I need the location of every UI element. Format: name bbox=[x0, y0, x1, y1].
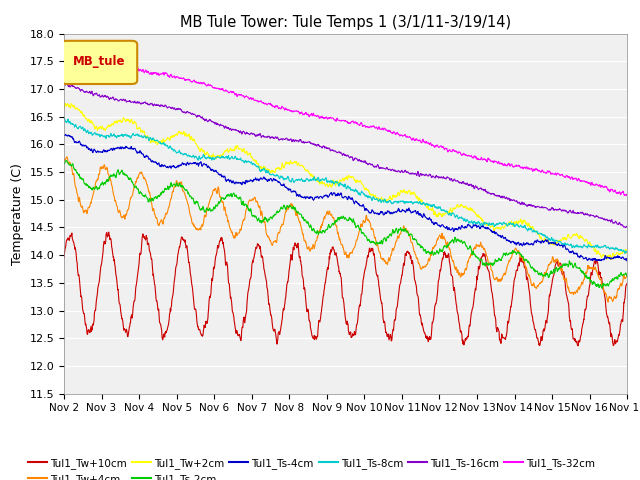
Line: Tul1_Ts-16cm: Tul1_Ts-16cm bbox=[64, 82, 627, 228]
Tul1_Ts-16cm bbox=[381, 166, 388, 171]
Tul1_Tw+2cm bbox=[321, 182, 329, 188]
Tul1_Tw+4cm bbox=[127, 195, 134, 201]
Tul1_Tw+10cm bbox=[60, 255, 68, 261]
Tul1_Tw+10cm bbox=[321, 280, 329, 286]
Tul1_Tw+2cm bbox=[623, 251, 631, 257]
Tul1_Ts-32cm bbox=[321, 115, 328, 120]
Tul1_Ts-4cm bbox=[311, 194, 319, 200]
Tul1_Tw+10cm bbox=[300, 277, 307, 283]
Tul1_Ts-2cm bbox=[623, 273, 631, 279]
Line: Tul1_Tw+4cm: Tul1_Tw+4cm bbox=[64, 157, 627, 302]
Tul1_Ts-4cm bbox=[300, 194, 307, 200]
Tul1_Ts-2cm bbox=[381, 235, 388, 240]
Tul1_Tw+10cm bbox=[623, 280, 631, 286]
Tul1_Tw+10cm bbox=[574, 343, 582, 349]
Line: Tul1_Ts-2cm: Tul1_Ts-2cm bbox=[64, 161, 627, 288]
Tul1_Tw+4cm bbox=[300, 233, 307, 239]
Tul1_Ts-16cm bbox=[104, 94, 111, 99]
Tul1_Ts-8cm bbox=[60, 115, 68, 120]
Legend: Tul1_Tw+10cm, Tul1_Tw+4cm, Tul1_Tw+2cm, Tul1_Ts-2cm, Tul1_Ts-4cm, Tul1_Ts-8cm, T: Tul1_Tw+10cm, Tul1_Tw+4cm, Tul1_Tw+2cm, … bbox=[24, 454, 600, 480]
FancyBboxPatch shape bbox=[61, 41, 137, 84]
Tul1_Ts-2cm bbox=[63, 158, 70, 164]
Tul1_Ts-8cm bbox=[311, 176, 319, 181]
Tul1_Ts-2cm bbox=[321, 228, 329, 234]
Tul1_Ts-4cm bbox=[61, 132, 69, 137]
Tul1_Ts-4cm bbox=[623, 258, 631, 264]
Tul1_Ts-32cm bbox=[623, 193, 631, 199]
Tul1_Ts-8cm bbox=[299, 177, 307, 183]
Tul1_Ts-2cm bbox=[311, 229, 319, 235]
Tul1_Tw+2cm bbox=[300, 164, 307, 170]
Tul1_Tw+4cm bbox=[604, 299, 612, 305]
Tul1_Ts-8cm bbox=[623, 250, 631, 255]
Line: Tul1_Tw+10cm: Tul1_Tw+10cm bbox=[64, 232, 627, 346]
Tul1_Tw+4cm bbox=[63, 154, 71, 160]
Tul1_Tw+4cm bbox=[321, 214, 329, 219]
Tul1_Tw+10cm bbox=[127, 314, 134, 320]
Tul1_Ts-16cm bbox=[127, 99, 134, 105]
Tul1_Ts-4cm bbox=[381, 210, 388, 216]
Line: Tul1_Ts-4cm: Tul1_Ts-4cm bbox=[64, 134, 627, 261]
Title: MB Tule Tower: Tule Temps 1 (3/1/11-3/19/14): MB Tule Tower: Tule Temps 1 (3/1/11-3/19… bbox=[180, 15, 511, 30]
Line: Tul1_Ts-8cm: Tul1_Ts-8cm bbox=[64, 118, 627, 253]
Tul1_Ts-8cm bbox=[621, 251, 629, 256]
Tul1_Tw+2cm bbox=[127, 117, 134, 123]
Tul1_Ts-32cm bbox=[381, 125, 388, 131]
Line: Tul1_Tw+2cm: Tul1_Tw+2cm bbox=[64, 103, 627, 260]
Tul1_Tw+4cm bbox=[104, 171, 112, 177]
Tul1_Ts-8cm bbox=[104, 132, 111, 138]
Tul1_Tw+2cm bbox=[381, 198, 388, 204]
Tul1_Ts-4cm bbox=[104, 147, 112, 153]
Tul1_Ts-16cm bbox=[622, 225, 630, 230]
Tul1_Ts-4cm bbox=[127, 144, 134, 150]
Tul1_Ts-8cm bbox=[381, 197, 388, 203]
Line: Tul1_Ts-32cm: Tul1_Ts-32cm bbox=[64, 49, 627, 196]
Tul1_Tw+2cm bbox=[61, 100, 69, 106]
Tul1_Tw+2cm bbox=[60, 106, 68, 111]
Tul1_Ts-16cm bbox=[321, 145, 328, 151]
Tul1_Tw+4cm bbox=[623, 273, 631, 278]
Tul1_Ts-16cm bbox=[311, 142, 319, 148]
Tul1_Ts-32cm bbox=[299, 112, 307, 118]
Tul1_Ts-16cm bbox=[60, 79, 68, 84]
Tul1_Ts-8cm bbox=[127, 135, 134, 141]
Tul1_Ts-32cm bbox=[311, 113, 319, 119]
Tul1_Ts-32cm bbox=[127, 65, 134, 71]
Tul1_Ts-8cm bbox=[321, 177, 328, 182]
Tul1_Tw+4cm bbox=[381, 259, 388, 264]
Tul1_Tw+10cm bbox=[311, 335, 319, 340]
Tul1_Ts-4cm bbox=[60, 132, 68, 138]
Tul1_Ts-4cm bbox=[321, 192, 329, 198]
Tul1_Tw+4cm bbox=[60, 156, 68, 162]
Tul1_Ts-2cm bbox=[104, 178, 112, 183]
Text: MB_tule: MB_tule bbox=[73, 55, 125, 68]
Tul1_Ts-32cm bbox=[104, 60, 111, 66]
Y-axis label: Temperature (C): Temperature (C) bbox=[11, 163, 24, 264]
Tul1_Tw+2cm bbox=[607, 257, 615, 263]
Tul1_Ts-2cm bbox=[598, 286, 606, 291]
Tul1_Tw+2cm bbox=[311, 176, 319, 181]
Tul1_Ts-16cm bbox=[623, 224, 631, 229]
Tul1_Ts-16cm bbox=[299, 139, 307, 144]
Tul1_Tw+10cm bbox=[104, 234, 111, 240]
Tul1_Tw+10cm bbox=[381, 320, 388, 326]
Tul1_Ts-2cm bbox=[60, 160, 68, 166]
Tul1_Tw+10cm bbox=[105, 229, 113, 235]
Tul1_Ts-2cm bbox=[127, 176, 134, 181]
Tul1_Ts-2cm bbox=[300, 215, 307, 221]
Tul1_Tw+2cm bbox=[104, 124, 112, 130]
Tul1_Tw+4cm bbox=[311, 242, 319, 248]
Tul1_Ts-32cm bbox=[60, 46, 68, 52]
